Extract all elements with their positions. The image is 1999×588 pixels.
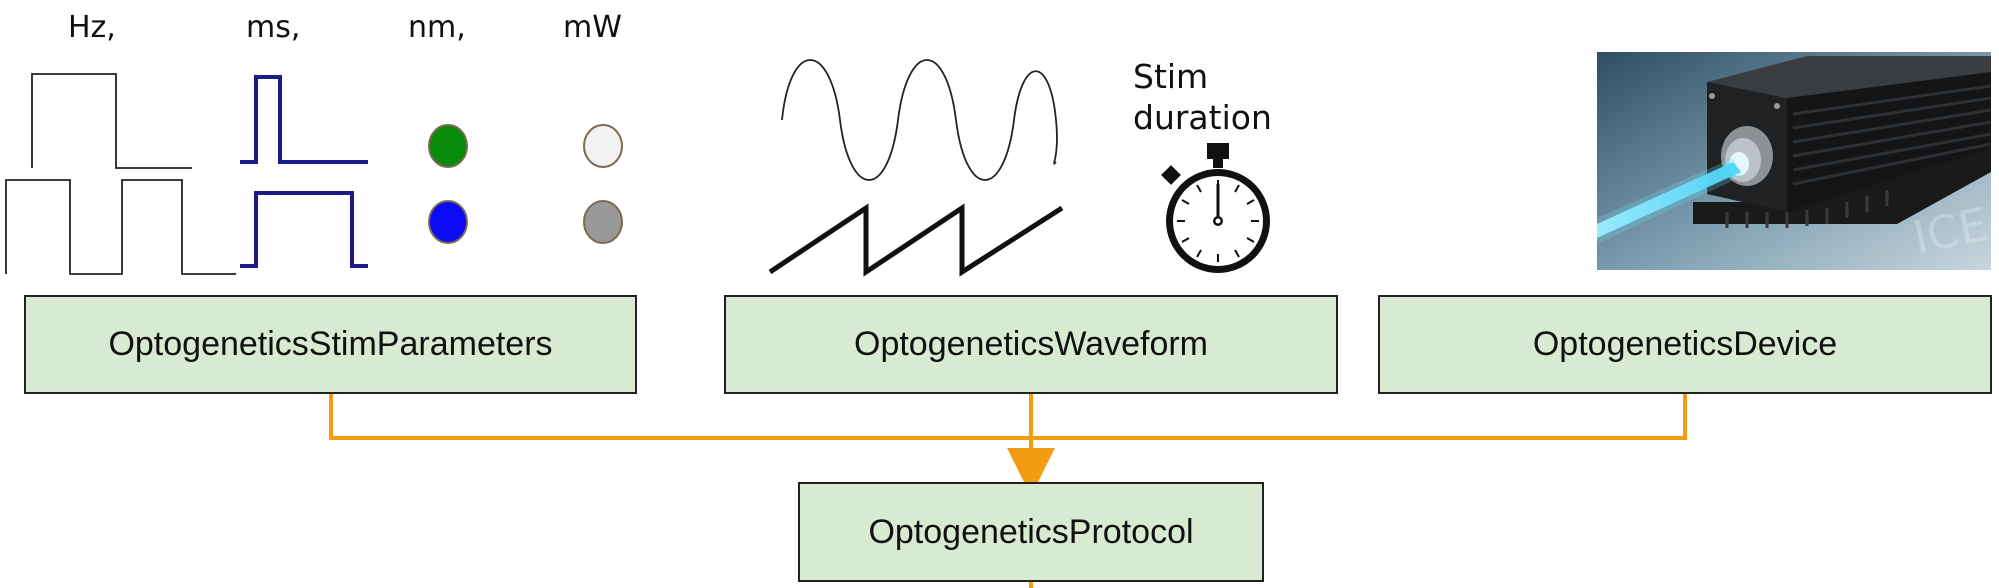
unit-label-nm: nm,: [408, 10, 466, 45]
device-label: OptogeneticsDevice: [1532, 325, 1838, 363]
laser-device-image: ICE: [1597, 52, 1991, 270]
waveform-label: OptogeneticsWaveform: [854, 325, 1208, 363]
stim-duration-caption: Stim duration: [1133, 56, 1272, 138]
square-wave-icon: [5, 73, 236, 275]
wavelength-dot-icon: [428, 124, 468, 244]
power-dot-icon: [583, 124, 623, 244]
device-box: OptogeneticsDevice: [1378, 295, 1992, 394]
stim-parameters-label: OptogeneticsStimParameters: [108, 325, 553, 363]
caption-line-2: duration: [1133, 98, 1272, 137]
sawtooth-wave-icon: [768, 203, 1064, 277]
unit-label-ms: ms,: [246, 10, 301, 45]
unit-label-mw: mW: [563, 10, 622, 45]
connector-lines: [329, 394, 1687, 588]
waveform-box: OptogeneticsWaveform: [724, 295, 1338, 394]
unit-label-hz: Hz,: [68, 10, 116, 45]
caption-line-1: Stim: [1133, 57, 1209, 96]
pulse-icon: [240, 75, 368, 268]
protocol-label: OptogeneticsProtocol: [868, 512, 1194, 551]
protocol-box: OptogeneticsProtocol: [798, 482, 1264, 582]
sine-wave-icon: [781, 59, 1058, 181]
stim-parameters-box: OptogeneticsStimParameters: [24, 295, 637, 394]
stopwatch-icon: [1161, 143, 1270, 273]
